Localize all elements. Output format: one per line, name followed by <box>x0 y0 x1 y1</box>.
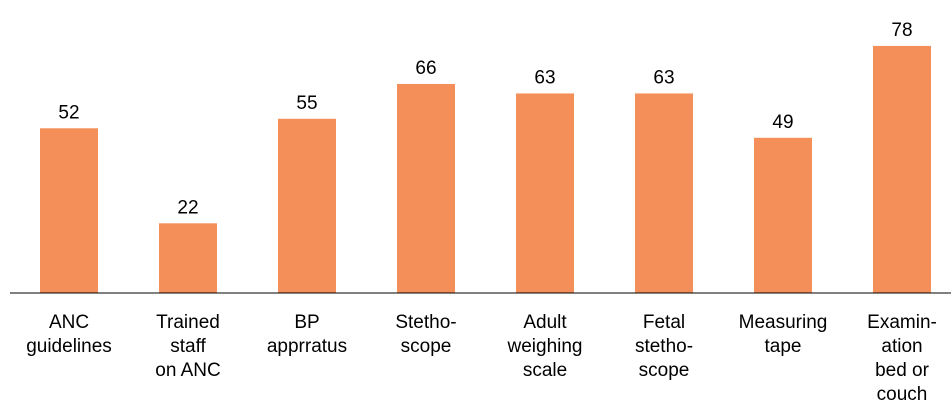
x-tick-label: Measuring tape <box>738 312 828 357</box>
x-tick-label: ANC guidelines <box>26 312 112 357</box>
bar <box>635 93 693 293</box>
data-label: 22 <box>177 197 198 218</box>
data-label: 63 <box>653 67 674 88</box>
x-tick-label: Trained staff on ANC <box>155 312 221 381</box>
data-label: 66 <box>415 58 436 79</box>
data-label: 63 <box>534 67 555 88</box>
bar <box>516 93 574 293</box>
data-label: 55 <box>296 93 317 114</box>
data-label: 78 <box>891 20 912 41</box>
x-tick-label: Fetal stetho- scope <box>634 312 694 381</box>
bar <box>873 45 931 294</box>
bar <box>40 128 98 293</box>
bar <box>159 223 217 293</box>
bar <box>397 83 455 293</box>
x-tick-label: Stetho- scope <box>395 312 457 357</box>
data-label: 52 <box>58 102 79 123</box>
bar <box>754 137 812 293</box>
data-label: 49 <box>772 112 793 133</box>
x-tick-label: Adult weighing scale <box>507 312 583 381</box>
x-tick-label: Examin- ation bed or couch <box>867 312 937 405</box>
bar <box>278 118 336 293</box>
x-tick-label: BP apprratus <box>266 312 348 357</box>
